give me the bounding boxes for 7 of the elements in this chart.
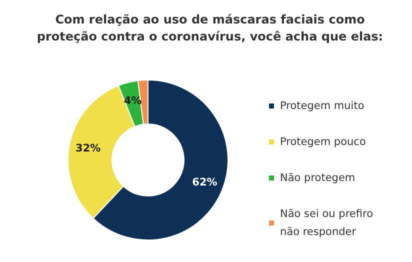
legend-label: Protegem pouco	[280, 136, 366, 148]
legend-label: Não protegem	[280, 172, 356, 184]
chart-title: Com relação ao uso de máscaras faciais como proteção contra o coronavírus, você acha que elas:	[36, 12, 384, 44]
data-label: 32%	[76, 142, 102, 155]
legend-label: Não sei ou prefiro não responder	[280, 208, 376, 238]
data-label: 62%	[192, 176, 218, 188]
legend-label: Protegem muito	[280, 100, 364, 112]
